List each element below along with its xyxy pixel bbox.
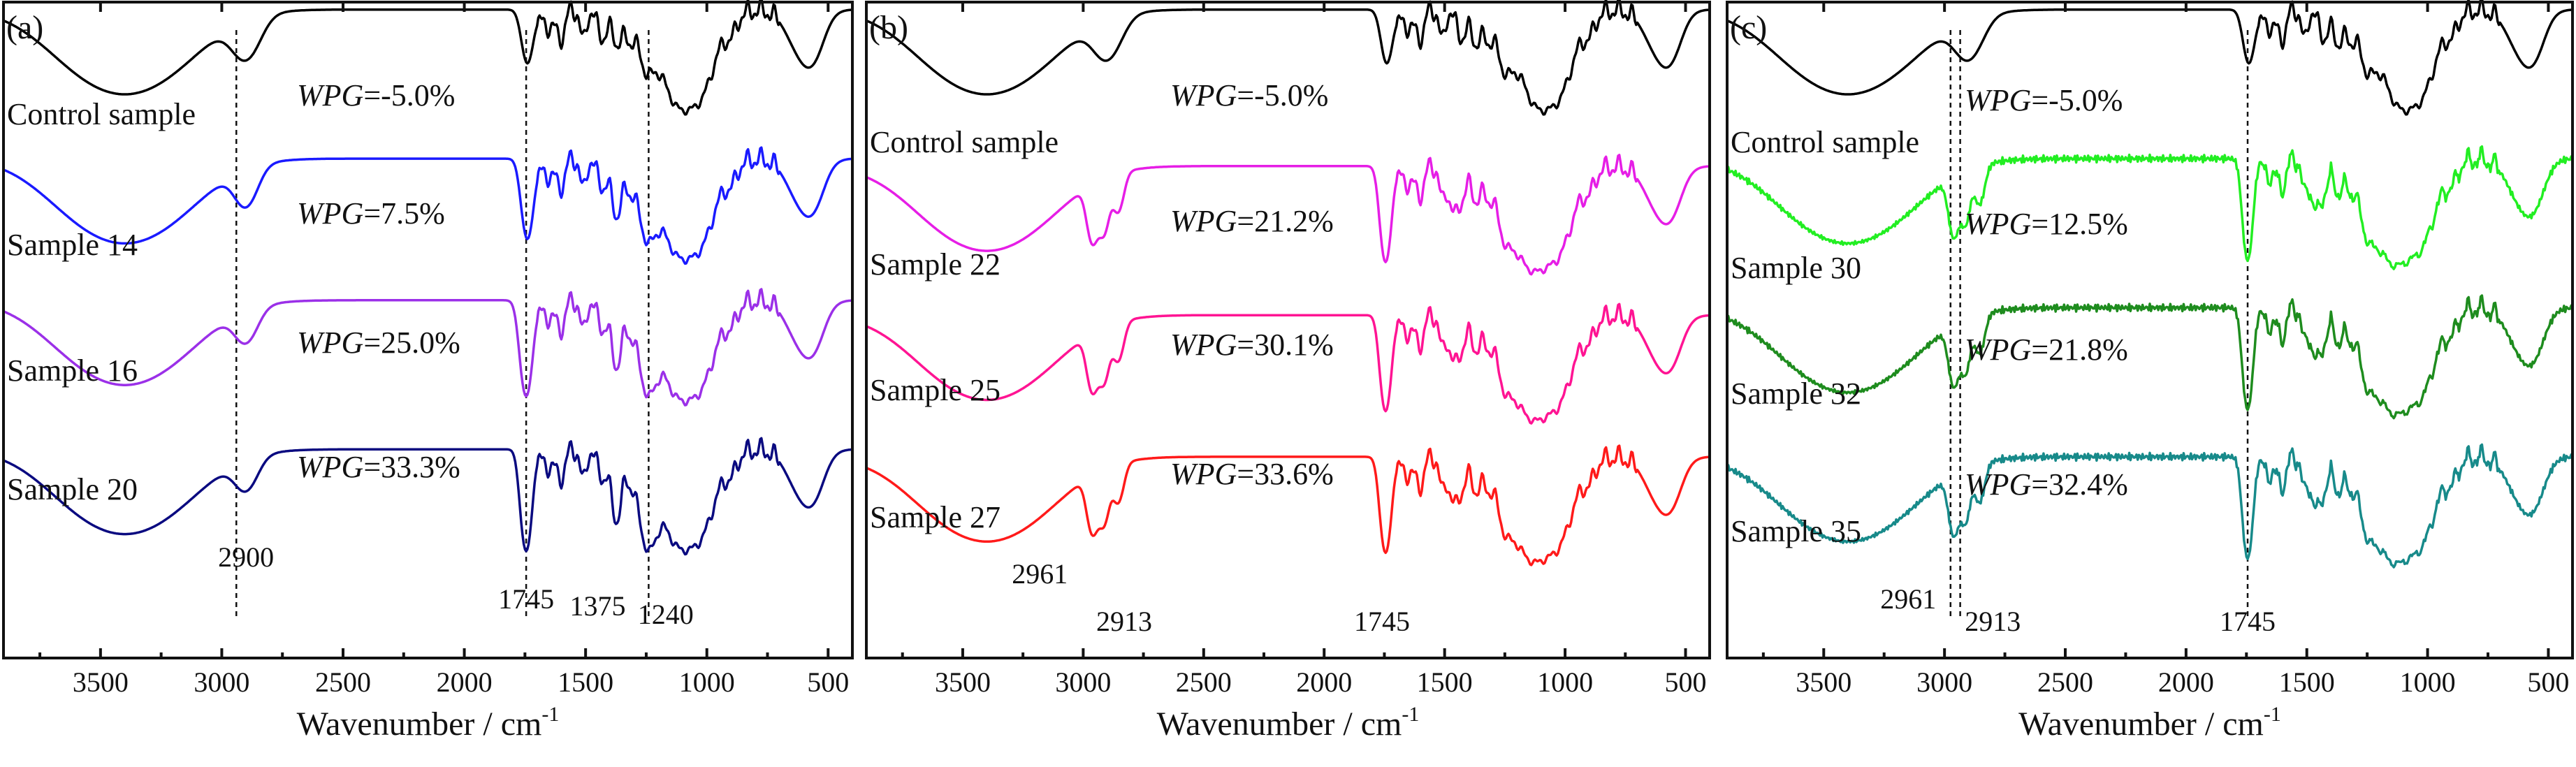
spectrum-line-3 xyxy=(1726,294,2574,420)
x-tick-label: 500 xyxy=(1665,666,1707,698)
wpg-label: WPG=-5.0% xyxy=(297,78,455,112)
series-label: Sample 35 xyxy=(1731,514,1861,548)
chart-panel-2: Control sample WPG=-5.0% Sample 22 WPG=21.2… xyxy=(865,0,1711,743)
chart-panel-1: Control sample WPG=-5.0% Sample 14 WPG=7.5%… xyxy=(2,0,854,743)
x-tick-label: 2000 xyxy=(1296,666,1352,698)
spectrum-line-3 xyxy=(866,302,1710,425)
wpg-label: WPG=25.0% xyxy=(297,326,460,360)
x-tick-label: 3500 xyxy=(935,666,991,698)
series-label: Sample 25 xyxy=(870,373,1000,407)
spectrum-line-4 xyxy=(866,444,1710,567)
spectrum-line-4 xyxy=(1726,443,2574,569)
x-tick-label: 1000 xyxy=(2400,666,2456,698)
x-tick-label: 3000 xyxy=(1916,666,1972,698)
series-label: Control sample xyxy=(7,97,196,131)
peak-label: 2961 xyxy=(1880,583,1936,615)
panel-label: (c) xyxy=(1730,9,1767,46)
x-axis-label: Wavenumber / cm-1 xyxy=(2018,703,2281,743)
spectrum-line-2 xyxy=(866,154,1710,276)
spectrum-line-1 xyxy=(3,0,853,116)
series-label: Sample 27 xyxy=(870,500,1000,534)
spectrum-line-2 xyxy=(1726,145,2574,270)
wpg-label: WPG=-5.0% xyxy=(1965,83,2123,117)
x-tick-label: 1500 xyxy=(1417,666,1473,698)
plot-frame xyxy=(2,1,854,659)
x-axis-label: Wavenumber / cm-1 xyxy=(1157,703,1420,743)
peak-label: 2961 xyxy=(1012,558,1068,590)
x-tick-label: 3500 xyxy=(73,666,129,698)
x-tick-label: 3000 xyxy=(194,666,249,698)
panel-label: (a) xyxy=(6,9,43,46)
x-tick-label: 1500 xyxy=(2279,666,2335,698)
chart-panel-3: Control sample WPG=-5.0% Sample 30 WPG=12.5… xyxy=(1726,0,2574,743)
peak-label: 2913 xyxy=(1096,606,1152,637)
x-tick-label: 2000 xyxy=(2158,666,2214,698)
series-label: Sample 16 xyxy=(7,353,138,388)
spectrum-line-1 xyxy=(1726,0,2573,116)
wpg-label: WPG=12.5% xyxy=(1965,207,2128,241)
x-tick-label: 3500 xyxy=(1796,666,1851,698)
series-label: Control sample xyxy=(1731,125,1919,159)
wpg-label: WPG=7.5% xyxy=(297,196,445,231)
x-tick-label: 1000 xyxy=(1537,666,1593,698)
peak-label: 1745 xyxy=(498,583,554,615)
peak-label: 1240 xyxy=(638,599,694,630)
x-tick-label: 500 xyxy=(2527,666,2569,698)
x-tick-label: 500 xyxy=(807,666,849,698)
x-tick-label: 2500 xyxy=(2037,666,2093,698)
plot-frame xyxy=(865,1,1711,659)
series-label: Sample 32 xyxy=(1731,377,1861,411)
x-tick-label: 1500 xyxy=(558,666,613,698)
wpg-label: WPG=-5.0% xyxy=(1170,78,1328,112)
x-tick-label: 2500 xyxy=(315,666,371,698)
x-tick-label: 1000 xyxy=(679,666,735,698)
wpg-label: WPG=21.2% xyxy=(1170,204,1334,238)
series-label: Sample 30 xyxy=(1731,251,1861,285)
wpg-label: WPG=33.3% xyxy=(297,450,460,484)
wpg-label: WPG=33.6% xyxy=(1170,457,1334,491)
panel-label: (b) xyxy=(869,9,908,46)
spectrum-line-3 xyxy=(3,288,853,407)
peak-label: 2913 xyxy=(1965,606,2021,637)
series-label: Control sample xyxy=(870,125,1058,159)
spectrum-line-2 xyxy=(3,146,853,265)
wpg-label: WPG=21.8% xyxy=(1965,333,2128,367)
wpg-label: WPG=30.1% xyxy=(1170,328,1334,362)
wpg-label: WPG=32.4% xyxy=(1965,467,2128,502)
peak-label: 1745 xyxy=(2220,606,2276,637)
x-tick-label: 2000 xyxy=(437,666,493,698)
peak-label: 1745 xyxy=(1354,606,1410,637)
series-label: Sample 14 xyxy=(7,228,138,262)
peak-label: 2900 xyxy=(218,541,274,573)
plot-frame xyxy=(1726,1,2574,659)
spectrum-line-1 xyxy=(866,0,1710,116)
x-tick-label: 3000 xyxy=(1055,666,1111,698)
series-label: Sample 20 xyxy=(7,472,138,506)
spectrum-line-4 xyxy=(3,437,853,556)
peak-label: 1375 xyxy=(570,590,626,622)
x-tick-label: 2500 xyxy=(1176,666,1232,698)
x-axis-label: Wavenumber / cm-1 xyxy=(297,703,560,743)
series-label: Sample 22 xyxy=(870,247,1000,282)
